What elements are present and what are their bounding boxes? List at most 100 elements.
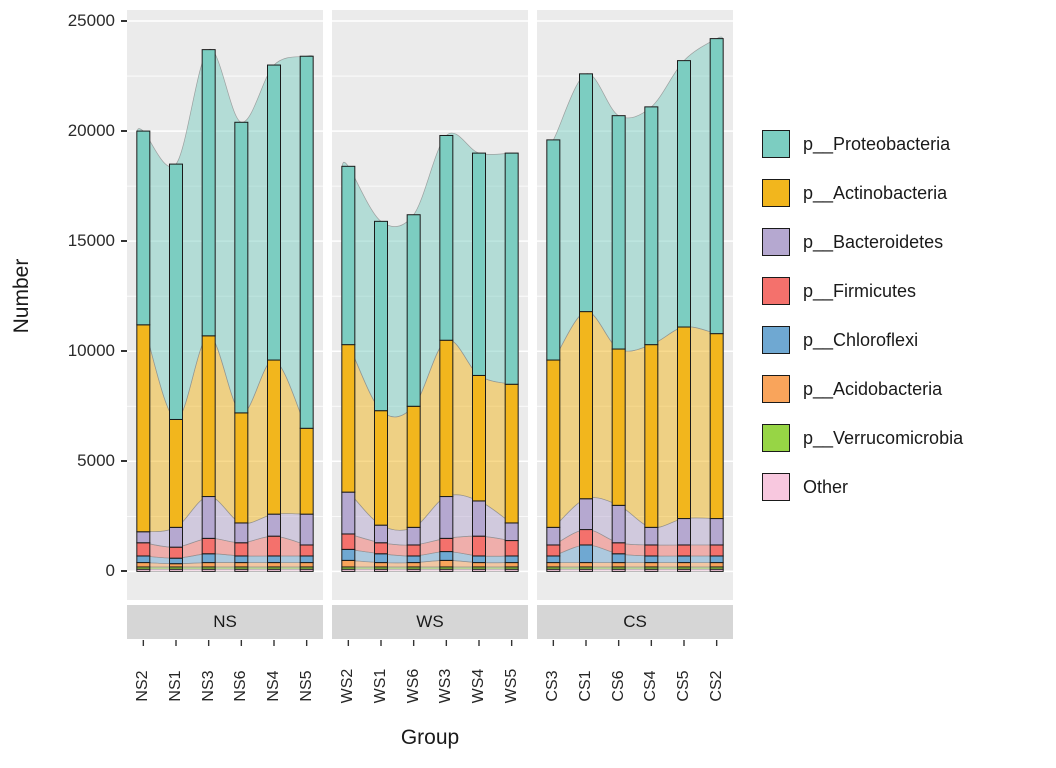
x-tick-label: WS3 bbox=[437, 668, 455, 704]
legend-label: Other bbox=[803, 476, 849, 497]
bar-segment-CS5-p__Proteobacteria bbox=[677, 60, 691, 328]
bar-segment-CS6-p__Actinobacteria bbox=[611, 348, 626, 506]
y-tick-mark bbox=[121, 130, 127, 133]
bar-segment-WS5-p__Chloroflexi bbox=[504, 555, 519, 564]
legend-key-swatch bbox=[762, 228, 790, 256]
bar-segment-WS2-p__Proteobacteria bbox=[341, 165, 356, 346]
facet-panels: NS NS2 NS1 NS3 NS6 NS4 NS5 WS WS2 WS1 WS6 WS3 WS4 WS5… bbox=[127, 10, 733, 728]
legend-item: p__Actinobacteria bbox=[762, 179, 963, 207]
bar-segment-WS6-p__Proteobacteria bbox=[406, 214, 421, 407]
bar-segment-NS6-p__Firmicutes bbox=[234, 542, 249, 557]
legend-label: p__Acidobacteria bbox=[803, 378, 943, 399]
legend-key-swatch bbox=[762, 179, 790, 207]
bar-segment-NS1-p__Chloroflexi bbox=[169, 557, 183, 565]
bar-segment-WS4-p__Actinobacteria bbox=[472, 374, 486, 502]
bar-segment-NS3-p__Bacteroidetes bbox=[201, 496, 216, 539]
bar-segment-NS3-p__Firmicutes bbox=[201, 537, 216, 555]
x-tick-label: WS4 bbox=[470, 668, 487, 704]
bar-segment-NS1-p__Bacteroidetes bbox=[169, 526, 183, 548]
legend-key-swatch bbox=[762, 424, 790, 452]
x-tick-label: WS1 bbox=[372, 668, 389, 704]
y-tick-label: 15000 bbox=[67, 231, 115, 251]
bar-segment-NS5-p__Acidobacteria bbox=[299, 562, 314, 568]
bar-segment-WS1-p__Chloroflexi bbox=[374, 553, 388, 564]
bar-segment-CS3-p__Acidobacteria bbox=[546, 562, 561, 568]
bar-segment-WS5-p__Actinobacteria bbox=[504, 383, 519, 524]
x-tick-label: WS2 bbox=[339, 668, 357, 704]
bar-segment-CS3-p__Actinobacteria bbox=[546, 359, 561, 528]
bar-segment-CS4-p__Proteobacteria bbox=[644, 106, 659, 346]
facet-column-NS: NS NS2 NS1 NS3 NS6 NS4 NS5 bbox=[127, 10, 323, 728]
bar-segment-CS2-p__Acidobacteria bbox=[709, 562, 724, 568]
y-tick-label: 5000 bbox=[77, 451, 115, 471]
bar-segment-WS5-p__Proteobacteria bbox=[504, 152, 519, 385]
legend-key-swatch bbox=[762, 130, 790, 158]
ribbon-group bbox=[136, 49, 314, 572]
bar-segment-WS6-p__Actinobacteria bbox=[406, 405, 421, 528]
legend-label: p__Firmicutes bbox=[803, 280, 917, 301]
x-tick-label: NS4 bbox=[265, 670, 282, 702]
bar-segment-NS3-p__Actinobacteria bbox=[201, 335, 216, 498]
bar-segment-NS3-p__Chloroflexi bbox=[201, 553, 216, 564]
bar-segment-NS6-p__Proteobacteria bbox=[234, 121, 249, 414]
ribbon-group bbox=[341, 132, 519, 572]
bar-segment-WS3-p__Firmicutes bbox=[439, 537, 454, 553]
x-tick-labels: CS3 CS1 CS6 CS4 CS5 CS2 bbox=[537, 648, 733, 728]
bar-segment-WS6-p__Firmicutes bbox=[406, 544, 421, 557]
x-tick-label: NS1 bbox=[167, 670, 184, 702]
legend-item: p__Bacteroidetes bbox=[762, 228, 963, 256]
facet-column-CS: CS CS3 CS1 CS6 CS4 CS5 CS2 bbox=[537, 10, 733, 728]
bar-segment-NS1-p__Proteobacteria bbox=[169, 163, 183, 420]
bar-segment-WS2-p__Chloroflexi bbox=[341, 548, 356, 561]
facet-strip-NS: NS bbox=[127, 605, 323, 639]
x-tick-marks bbox=[142, 640, 308, 646]
x-tick-label: CS5 bbox=[675, 670, 692, 702]
facet-panel-WS bbox=[332, 10, 528, 600]
x-tick-label: NS2 bbox=[134, 670, 152, 702]
bar-segment-WS1-p__Actinobacteria bbox=[374, 410, 388, 526]
legend-label: p__Actinobacteria bbox=[803, 182, 948, 203]
bar-segment-CS1-p__Chloroflexi bbox=[579, 544, 593, 564]
x-tick-label: CS3 bbox=[544, 670, 562, 702]
bar-segment-NS4-p__Firmicutes bbox=[267, 535, 281, 557]
bar-segment-WS5-p__Bacteroidetes bbox=[504, 522, 519, 542]
y-tick-label: 25000 bbox=[67, 11, 115, 30]
y-tick-mark bbox=[121, 240, 127, 243]
bar-segment-NS3-p__Acidobacteria bbox=[201, 562, 216, 568]
bar-segment-CS3-p__Chloroflexi bbox=[546, 555, 561, 564]
legend: p__Proteobacteria p__Actinobacteria p__Bac… bbox=[762, 130, 963, 522]
x-tick-label: NS3 bbox=[199, 670, 217, 702]
x-tick-labels: WS2 WS1 WS6 WS3 WS4 WS5 bbox=[332, 648, 528, 728]
legend-item: p__Proteobacteria bbox=[762, 130, 963, 158]
legend-item: p__Verrucomicrobia bbox=[762, 424, 963, 452]
legend-item: p__Firmicutes bbox=[762, 277, 963, 305]
legend-key-swatch bbox=[762, 326, 790, 354]
bar-segment-CS6-p__Chloroflexi bbox=[611, 553, 626, 564]
bar-segment-WS2-p__Acidobacteria bbox=[341, 559, 356, 568]
bar-segment-NS3-p__Proteobacteria bbox=[201, 49, 216, 337]
bar-segment-CS4-p__Acidobacteria bbox=[644, 562, 659, 568]
ribbon-p__Acidobacteria bbox=[546, 562, 724, 568]
x-tick-label: CS1 bbox=[577, 670, 594, 702]
bar-group bbox=[546, 38, 724, 572]
x-tick-marks bbox=[552, 640, 718, 646]
x-tick-label: WS5 bbox=[502, 668, 520, 704]
ribbon-p__Proteobacteria bbox=[546, 36, 724, 364]
bar-group bbox=[341, 134, 519, 572]
y-tick-label: 10000 bbox=[67, 341, 115, 361]
bar-segment-NS1-p__Firmicutes bbox=[169, 546, 183, 559]
bar-segment-NS2-p__Firmicutes bbox=[136, 542, 151, 557]
x-tick-label: WS6 bbox=[404, 668, 422, 704]
ribbon-group bbox=[546, 36, 724, 572]
bar-segment-WS4-p__Chloroflexi bbox=[472, 555, 486, 564]
bar-segment-NS2-p__Chloroflexi bbox=[136, 555, 151, 564]
x-tick-marks bbox=[347, 640, 513, 646]
y-tick-label: 20000 bbox=[67, 121, 115, 141]
bar-segment-NS5-p__Bacteroidetes bbox=[299, 513, 314, 546]
bar-segment-NS5-p__Proteobacteria bbox=[299, 55, 314, 429]
bar-segment-NS6-p__Chloroflexi bbox=[234, 555, 249, 564]
legend-key-swatch bbox=[762, 375, 790, 403]
y-tick-mark bbox=[121, 460, 127, 463]
facet-panel-CS bbox=[537, 10, 733, 600]
